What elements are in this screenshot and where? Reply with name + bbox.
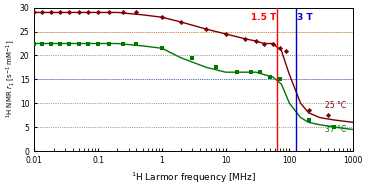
Point — [267, 75, 273, 78]
Point — [57, 42, 63, 45]
Point — [95, 11, 101, 14]
Point — [242, 37, 248, 40]
Point — [106, 42, 112, 45]
Point — [159, 16, 165, 19]
Y-axis label: $^1$H NMR $r_1$ [s$^{-1}$ mM$^{-1}$]: $^1$H NMR $r_1$ [s$^{-1}$ mM$^{-1}$] — [4, 40, 17, 119]
Point — [76, 42, 82, 45]
Point — [85, 11, 91, 14]
Point — [66, 11, 72, 14]
Point — [270, 42, 276, 45]
Text: 1.5 T: 1.5 T — [251, 13, 276, 22]
Point — [120, 42, 126, 45]
Point — [95, 42, 101, 45]
Point — [306, 119, 312, 122]
Point — [331, 126, 337, 129]
Point — [253, 40, 259, 43]
Point — [213, 66, 219, 69]
Point — [134, 42, 139, 45]
Point — [48, 42, 54, 45]
Point — [66, 42, 72, 45]
Point — [257, 71, 263, 74]
Point — [39, 11, 44, 14]
Point — [306, 109, 312, 112]
Point — [134, 11, 139, 14]
Text: 25 °C: 25 °C — [325, 101, 346, 110]
Text: 3 T: 3 T — [297, 13, 313, 22]
Point — [120, 11, 126, 14]
Point — [234, 71, 240, 74]
Point — [189, 56, 195, 59]
Point — [159, 47, 165, 50]
Point — [48, 11, 54, 14]
Point — [325, 114, 331, 117]
Point — [85, 42, 91, 45]
Point — [32, 42, 37, 45]
Point — [223, 33, 229, 36]
Point — [76, 11, 82, 14]
Point — [203, 28, 209, 31]
Point — [248, 71, 254, 74]
Point — [39, 42, 44, 45]
Point — [277, 78, 283, 81]
Point — [57, 11, 63, 14]
Point — [261, 42, 267, 45]
Point — [284, 49, 290, 52]
Point — [32, 11, 37, 14]
X-axis label: $^1$H Larmor frequency [MHz]: $^1$H Larmor frequency [MHz] — [131, 170, 256, 185]
Point — [106, 11, 112, 14]
Text: 37 °C: 37 °C — [325, 125, 346, 134]
Point — [178, 20, 184, 23]
Point — [277, 47, 283, 50]
